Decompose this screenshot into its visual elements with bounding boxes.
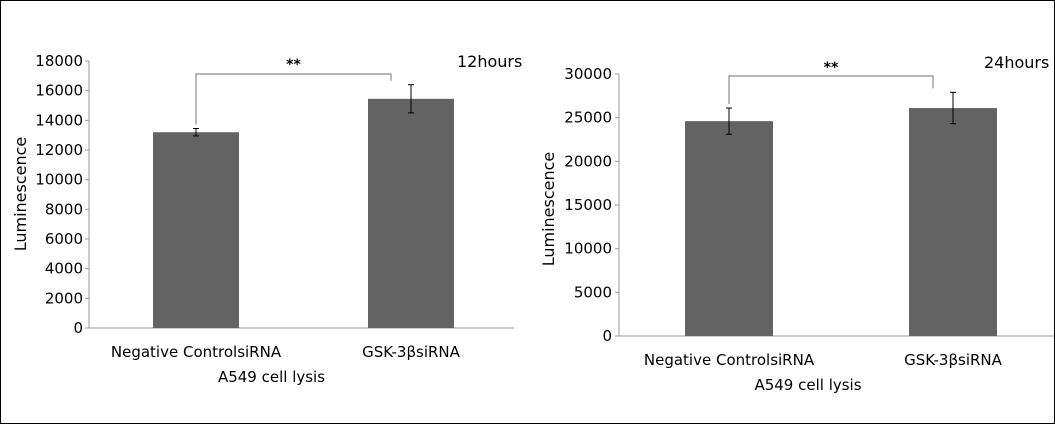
y-tick-label: 10000 xyxy=(35,171,83,189)
y-tick-label: 0 xyxy=(602,327,612,345)
bar xyxy=(685,121,773,336)
y-tick-label: 0 xyxy=(73,319,83,337)
x-tick-label: GSK-3βsiRNA xyxy=(904,351,1003,369)
y-axis-title: Luminescence xyxy=(539,152,558,267)
y-axis-title: Luminescence xyxy=(11,137,30,252)
significance-bracket xyxy=(728,75,934,105)
y-tick-label: 20000 xyxy=(564,152,612,170)
bar xyxy=(909,108,997,336)
chart-12hours: 0 2000 4000 6000 8000 10000 12000 14000 16000 180… xyxy=(11,52,522,386)
y-tick-label: 6000 xyxy=(45,230,83,248)
y-tick-label: 14000 xyxy=(35,111,83,129)
y-tick-label: 8000 xyxy=(45,200,83,218)
y-tick-label: 5000 xyxy=(574,283,612,301)
y-tick-label: 16000 xyxy=(35,82,83,100)
x-axis-title: A549 cell lysis xyxy=(754,376,861,394)
chart-title: 24hours xyxy=(984,53,1049,72)
x-tick-label: Negative ControlsiRNA xyxy=(111,343,282,361)
y-tick-label: 12000 xyxy=(35,141,83,159)
x-axis-title: A549 cell lysis xyxy=(218,368,325,386)
y-tick-label: 18000 xyxy=(35,52,83,70)
chart-24hours: 0 5000 10000 15000 20000 25000 30000 Negative C… xyxy=(539,53,1054,394)
y-tick-label: 30000 xyxy=(564,65,612,83)
y-tick-label: 25000 xyxy=(564,109,612,127)
bar xyxy=(153,132,239,328)
significance-label: ** xyxy=(824,60,839,76)
chart-title: 12hours xyxy=(457,52,522,71)
y-tick-label: 10000 xyxy=(564,240,612,258)
bar xyxy=(368,98,454,328)
significance-bracket xyxy=(195,73,392,125)
y-tick-label: 2000 xyxy=(45,289,83,307)
x-tick-label: Negative ControlsiRNA xyxy=(644,351,815,369)
y-tick-label: 4000 xyxy=(45,260,83,278)
x-tick-label: GSK-3βsiRNA xyxy=(362,343,461,361)
significance-label: ** xyxy=(286,57,301,73)
y-tick-label: 15000 xyxy=(564,196,612,214)
